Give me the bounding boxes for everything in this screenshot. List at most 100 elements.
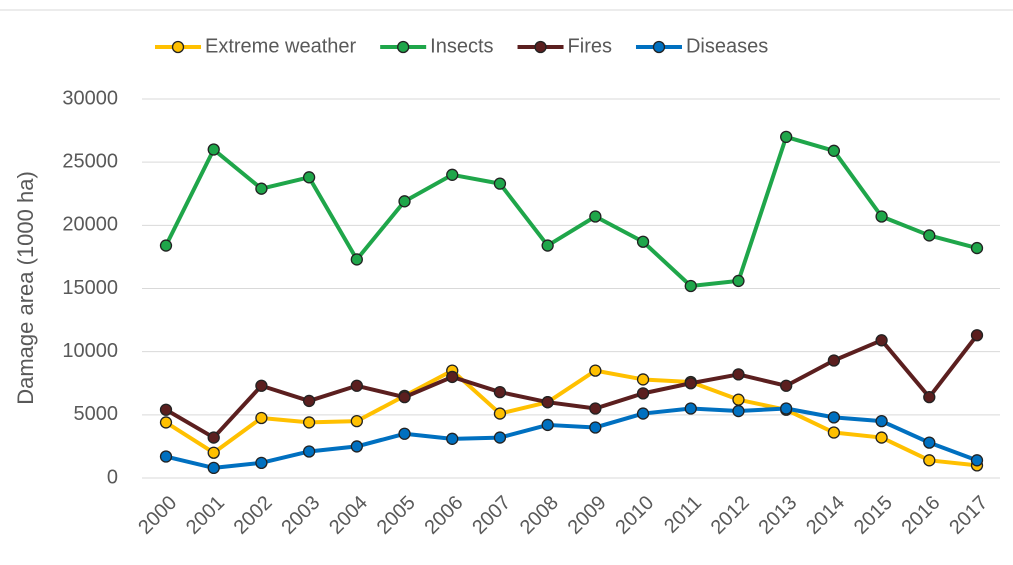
series-line bbox=[164, 368, 978, 468]
marker bbox=[493, 385, 507, 399]
marker bbox=[923, 229, 936, 242]
x-tick-label: 2017 bbox=[945, 492, 992, 539]
marker bbox=[732, 404, 745, 418]
x-tick-label: 2001 bbox=[182, 492, 229, 539]
marker bbox=[970, 454, 984, 467]
series-line bbox=[164, 134, 978, 288]
x-tick-label: 2013 bbox=[754, 492, 801, 539]
x-tick-label: 2012 bbox=[707, 492, 754, 539]
legend-marker bbox=[534, 40, 547, 54]
marker bbox=[541, 239, 554, 252]
marker bbox=[159, 416, 173, 429]
marker bbox=[875, 334, 888, 347]
x-tick-label: 2002 bbox=[230, 492, 277, 539]
x-tick-label: 2004 bbox=[325, 492, 372, 539]
marker bbox=[970, 241, 984, 255]
marker bbox=[970, 329, 984, 342]
y-tick-label: 30000 bbox=[62, 87, 118, 109]
x-tick-label: 2008 bbox=[516, 492, 563, 539]
marker bbox=[302, 416, 316, 429]
marker bbox=[827, 426, 841, 439]
marker bbox=[398, 390, 411, 404]
y-tick-label: 25000 bbox=[62, 150, 118, 172]
marker bbox=[636, 235, 650, 248]
x-tick-label: 2000 bbox=[134, 492, 181, 539]
x-tick-label: 2007 bbox=[468, 492, 515, 539]
marker bbox=[302, 171, 316, 184]
legend-item: Insects bbox=[380, 35, 494, 57]
x-tick-label: 2010 bbox=[611, 492, 658, 539]
marker bbox=[159, 239, 173, 252]
y-tick-label: 10000 bbox=[62, 340, 118, 362]
x-tick-label: 2011 bbox=[660, 492, 706, 538]
x-tick-label: 2005 bbox=[373, 492, 420, 539]
marker bbox=[923, 436, 936, 449]
x-tick-label: 2006 bbox=[420, 492, 467, 539]
marker bbox=[541, 396, 554, 409]
series-line bbox=[165, 406, 978, 470]
marker bbox=[684, 279, 697, 293]
marker bbox=[493, 177, 507, 190]
marker bbox=[827, 354, 841, 367]
legend-label: Extreme weather bbox=[205, 35, 357, 57]
marker bbox=[875, 414, 888, 428]
marker bbox=[875, 210, 888, 223]
marker bbox=[780, 379, 793, 392]
marker bbox=[350, 379, 363, 392]
marker bbox=[684, 377, 697, 390]
legend-item: Fires bbox=[517, 35, 612, 57]
marker bbox=[923, 390, 936, 404]
legend-item: Extreme weather bbox=[155, 35, 357, 57]
marker bbox=[493, 431, 507, 444]
y-tick-label: 5000 bbox=[74, 403, 119, 425]
x-tick-label: 2009 bbox=[564, 492, 611, 539]
marker bbox=[255, 456, 268, 469]
marker bbox=[684, 402, 697, 415]
x-tick-label: 2016 bbox=[898, 492, 945, 539]
marker bbox=[302, 394, 316, 408]
marker bbox=[589, 210, 602, 223]
marker bbox=[827, 144, 841, 157]
marker bbox=[875, 431, 888, 444]
marker bbox=[732, 393, 745, 406]
marker bbox=[207, 143, 220, 156]
marker bbox=[589, 402, 602, 415]
marker bbox=[923, 454, 936, 467]
marker bbox=[255, 182, 268, 195]
marker bbox=[159, 403, 173, 416]
marker bbox=[732, 274, 745, 288]
y-tick-label: 20000 bbox=[62, 214, 118, 236]
x-tick-label: 2015 bbox=[850, 492, 897, 539]
marker bbox=[398, 427, 411, 440]
marker bbox=[636, 387, 650, 400]
legend-marker bbox=[652, 40, 666, 54]
legend-label: Diseases bbox=[686, 35, 768, 57]
x-tick-label: 2003 bbox=[277, 492, 324, 539]
legend-label: Fires bbox=[568, 35, 612, 57]
marker bbox=[732, 368, 745, 381]
marker bbox=[446, 432, 459, 445]
legend-item: Diseases bbox=[635, 35, 768, 57]
marker bbox=[541, 418, 554, 432]
marker bbox=[159, 450, 173, 463]
marker bbox=[302, 445, 316, 458]
x-tick-label: 2014 bbox=[802, 492, 849, 539]
marker bbox=[780, 402, 793, 415]
series-line bbox=[164, 334, 979, 440]
marker bbox=[207, 446, 220, 459]
y-axis-label: Damage area (1000 ha) bbox=[13, 171, 38, 405]
marker bbox=[446, 370, 459, 384]
marker bbox=[255, 411, 268, 425]
y-tick-label: 0 bbox=[107, 466, 118, 488]
legend-label: Insects bbox=[430, 35, 493, 57]
marker bbox=[398, 195, 411, 208]
marker bbox=[780, 130, 793, 144]
legend-marker bbox=[171, 40, 185, 54]
marker bbox=[350, 253, 363, 266]
marker bbox=[255, 379, 268, 392]
marker bbox=[589, 364, 602, 377]
y-tick-label: 15000 bbox=[62, 277, 118, 299]
marker bbox=[636, 373, 650, 386]
marker bbox=[493, 407, 507, 420]
